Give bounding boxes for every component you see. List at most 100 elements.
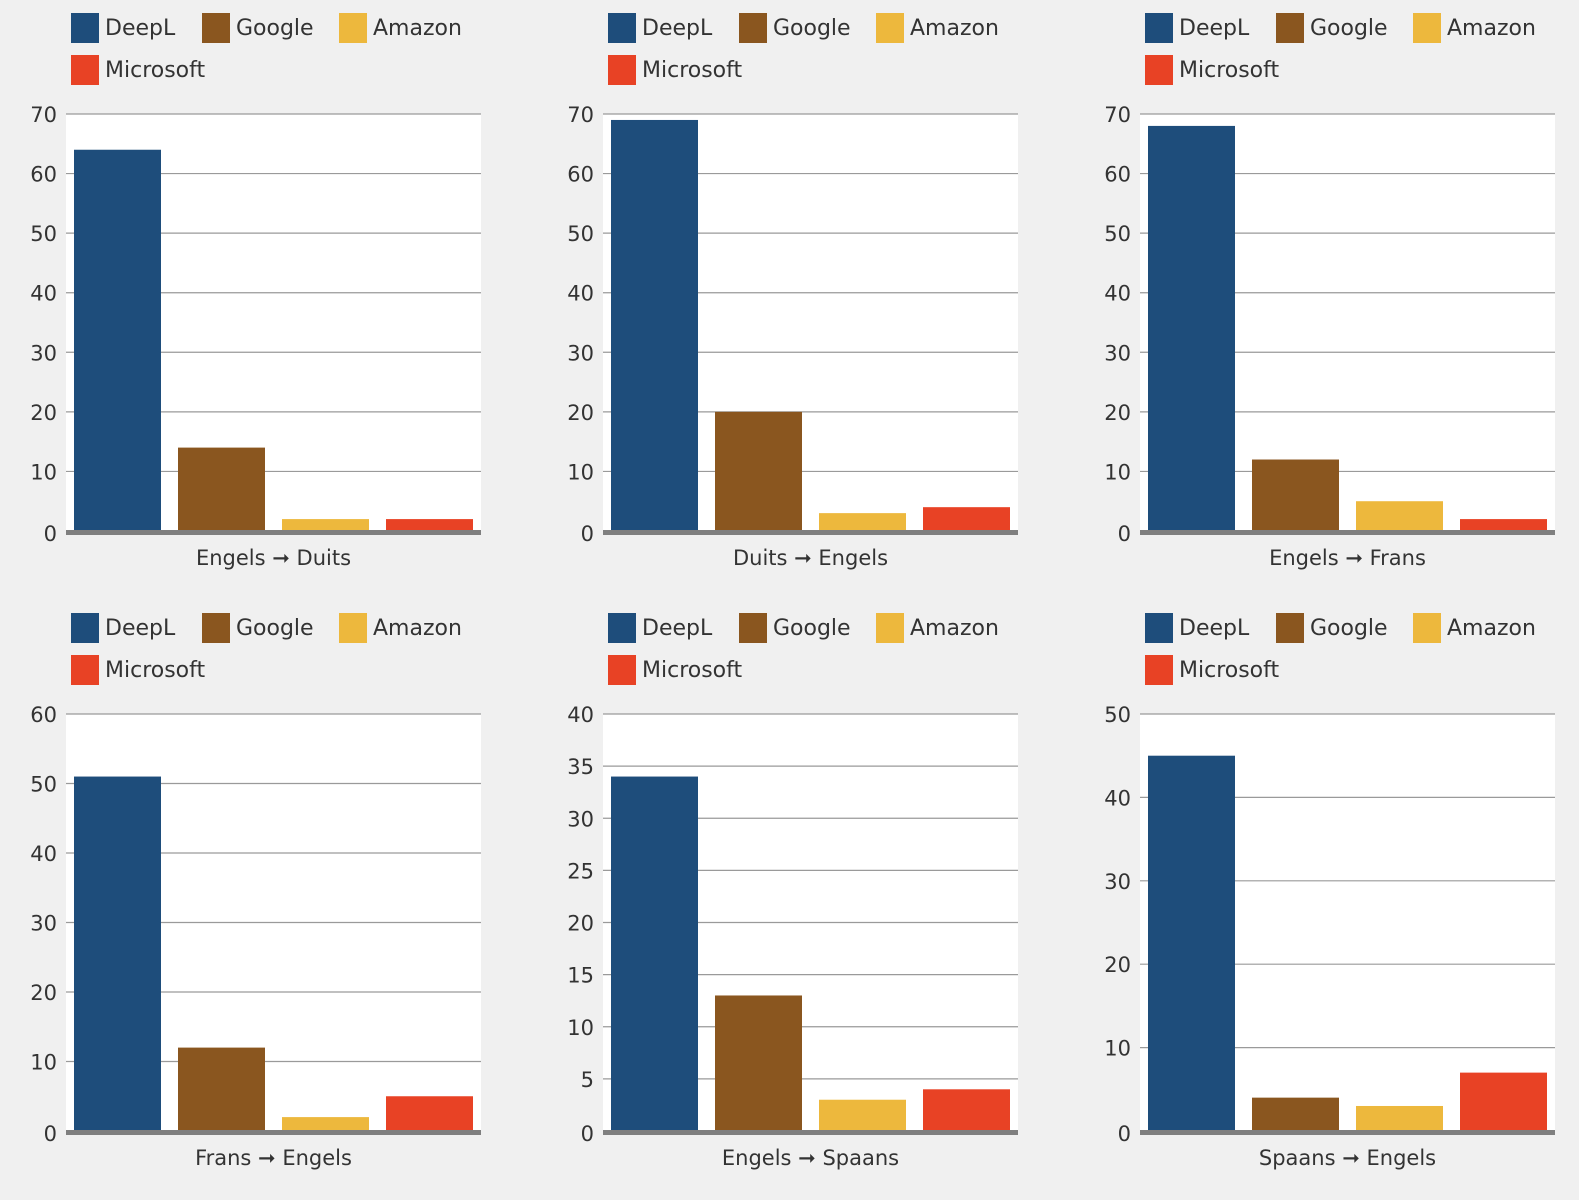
bar-microsoft[interactable] [386, 1096, 473, 1131]
bar-amazon[interactable] [819, 513, 906, 531]
y-tick-label: 10 [1104, 1037, 1131, 1061]
legend-item[interactable]: Microsoft [1145, 654, 1279, 686]
bar-google[interactable] [715, 995, 802, 1131]
x-axis-baseline [603, 530, 1018, 535]
y-tick-label: 30 [1104, 341, 1131, 365]
y-tick-label: 50 [1104, 703, 1131, 727]
bar-chart: 0 5 10 15 20 25 30 35 40 Engels ➞ Spaans [567, 703, 1018, 1170]
legend-item[interactable]: Google [202, 12, 314, 44]
legend-swatch [202, 13, 230, 43]
legend-swatch [608, 613, 636, 643]
legend-item[interactable]: DeepL [71, 612, 175, 644]
legend-label: Google [773, 15, 851, 41]
bar-microsoft[interactable] [1460, 519, 1547, 531]
x-axis-label: Engels ➞ Duits [196, 546, 351, 570]
legend-swatch [1276, 613, 1304, 643]
legend-item[interactable]: DeepL [608, 12, 712, 44]
y-tick-label: 50 [567, 222, 594, 246]
bar-amazon[interactable] [819, 1099, 906, 1131]
legend-label: Amazon [1447, 615, 1536, 641]
legend-item[interactable]: Amazon [876, 612, 999, 644]
y-tick-label: 40 [1104, 786, 1131, 810]
y-tick-label: 70 [30, 103, 57, 127]
legend-item[interactable]: Amazon [876, 12, 999, 44]
legend-item[interactable]: Microsoft [1145, 54, 1279, 86]
legend-item[interactable]: Microsoft [71, 654, 205, 686]
bar-google[interactable] [1252, 459, 1339, 531]
y-tick-label: 10 [1104, 460, 1131, 484]
bar-chart: 0 10 20 30 40 50 60 70 Engels ➞ Duits [30, 103, 481, 570]
legend-swatch [71, 13, 99, 43]
legend-label: Microsoft [105, 657, 206, 683]
bar-deepl[interactable] [74, 149, 161, 531]
bar-google[interactable] [178, 447, 265, 531]
bar-amazon[interactable] [282, 519, 369, 531]
legend-swatch [71, 655, 99, 685]
bar-microsoft[interactable] [386, 519, 473, 531]
bar-deepl[interactable] [74, 776, 161, 1131]
y-tick-label: 70 [567, 103, 594, 127]
bar-amazon[interactable] [1356, 1105, 1443, 1131]
legend-swatch [739, 613, 767, 643]
bar-google[interactable] [1252, 1097, 1339, 1131]
bar-amazon[interactable] [1356, 501, 1443, 531]
legend-item[interactable]: Amazon [339, 12, 462, 44]
bar-deepl[interactable] [1148, 125, 1235, 532]
legend-label: Microsoft [1179, 57, 1280, 83]
legend-item[interactable]: DeepL [71, 12, 175, 44]
legend-swatch [876, 613, 904, 643]
y-tick-label: 40 [567, 282, 594, 306]
bar-microsoft[interactable] [1460, 1072, 1547, 1131]
legend-swatch [608, 655, 636, 685]
legend-item[interactable]: DeepL [1145, 12, 1249, 44]
y-tick-label: 30 [30, 341, 57, 365]
legend-swatch [1145, 655, 1173, 685]
bar-microsoft[interactable] [923, 507, 1010, 531]
y-tick-label: 40 [30, 842, 57, 866]
x-axis-baseline [66, 1130, 481, 1135]
legend-item[interactable]: Microsoft [608, 54, 742, 86]
legend-item[interactable]: DeepL [1145, 612, 1249, 644]
y-tick-label: 40 [30, 282, 57, 306]
bar-chart: 0 10 20 30 40 50 Spaans ➞ Engels [1104, 703, 1555, 1170]
y-tick-label: 0 [44, 522, 57, 546]
bar-deepl[interactable] [1148, 755, 1235, 1131]
legend-item[interactable]: Amazon [1413, 612, 1536, 644]
chart-panel: DeepL Google Amazon Microsoft 0 10 20 30 40 50 60 F… [0, 600, 537, 1200]
x-axis-baseline [1140, 1130, 1555, 1135]
x-axis-label: Spaans ➞ Engels [1259, 1146, 1436, 1170]
legend-item[interactable]: Microsoft [71, 54, 205, 86]
legend-item[interactable]: Google [1276, 12, 1388, 44]
legend-label: DeepL [105, 615, 176, 641]
y-tick-label: 20 [567, 401, 594, 425]
bar-google[interactable] [715, 411, 802, 531]
x-axis-label: Engels ➞ Frans [1269, 546, 1426, 570]
bar-chart: 0 10 20 30 40 50 60 Frans ➞ Engels [30, 703, 481, 1170]
legend-item[interactable]: Google [739, 12, 851, 44]
legend-item[interactable]: Microsoft [608, 654, 742, 686]
bar-chart: 0 10 20 30 40 50 60 70 Engels ➞ Frans [1104, 103, 1555, 570]
legend-item[interactable]: Amazon [1413, 12, 1536, 44]
legend-label: Google [773, 615, 851, 641]
bar-deepl[interactable] [611, 119, 698, 531]
x-axis-baseline [66, 530, 481, 535]
legend-item[interactable]: Google [739, 612, 851, 644]
legend-item[interactable]: Amazon [339, 612, 462, 644]
y-tick-label: 50 [30, 222, 57, 246]
legend-label: Amazon [910, 15, 999, 41]
bar-microsoft[interactable] [923, 1089, 1010, 1131]
legend-label: DeepL [105, 15, 176, 41]
y-tick-label: 35 [567, 755, 594, 779]
bar-amazon[interactable] [282, 1117, 369, 1131]
x-axis-baseline [603, 1130, 1018, 1135]
legend-item[interactable]: Google [1276, 612, 1388, 644]
legend-item[interactable]: Google [202, 612, 314, 644]
y-tick-label: 30 [567, 341, 594, 365]
bar-deepl[interactable] [611, 776, 698, 1131]
legend-item[interactable]: DeepL [608, 612, 712, 644]
chart-panel: DeepL Google Amazon Microsoft 0 10 20 30 40 50 60 7… [0, 0, 537, 600]
y-tick-label: 25 [567, 859, 594, 883]
bar-google[interactable] [178, 1047, 265, 1131]
y-tick-label: 60 [30, 703, 57, 727]
x-axis-label: Frans ➞ Engels [195, 1146, 352, 1170]
